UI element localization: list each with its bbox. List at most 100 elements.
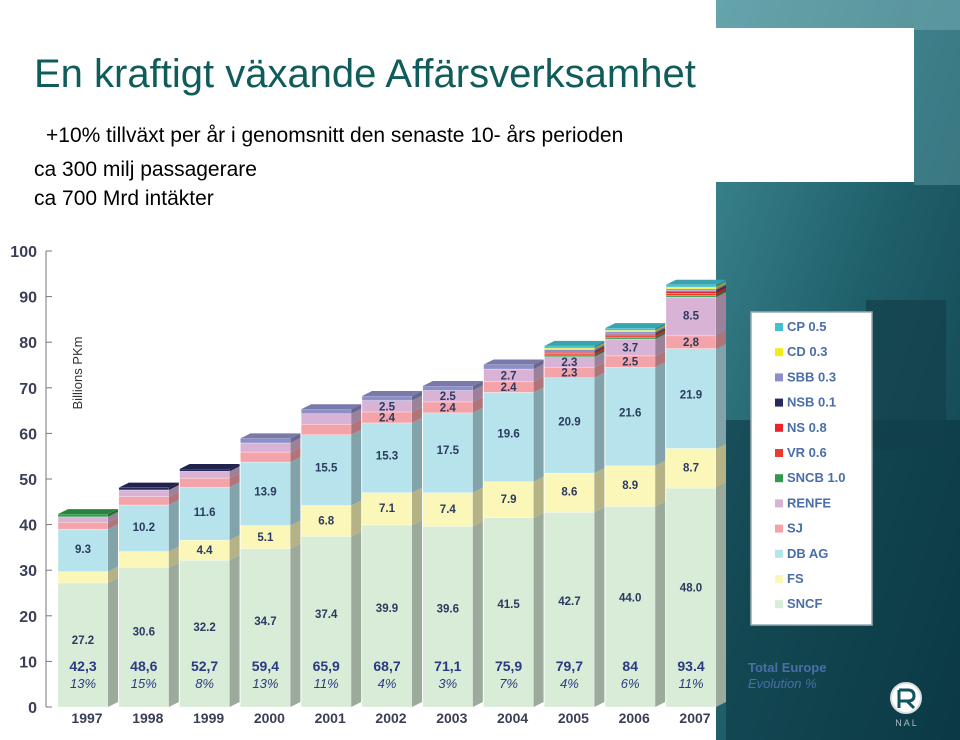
bar-value-label: 9.3 — [75, 544, 91, 556]
bar-segment — [57, 571, 109, 584]
total-value: 71,1 — [434, 658, 461, 674]
bar-segment-side — [412, 406, 422, 423]
bar-segment — [179, 486, 230, 541]
bar-segment-side — [412, 391, 422, 401]
subtitle-passengers: ca 300 milj passagerare — [34, 158, 257, 181]
bar-value-label: 27.2 — [72, 635, 94, 647]
bar-segment-side — [655, 350, 666, 368]
bar-segment-side — [168, 484, 179, 497]
bar-segment — [665, 288, 717, 291]
evolution-value: 4% — [560, 676, 579, 691]
bar-value-label: 7.4 — [440, 504, 457, 516]
bar-value-label: 41.5 — [497, 599, 520, 611]
bar-segment-side — [168, 482, 179, 490]
bar-stack-2002: 39.9 7.1 15.3 2.42.5 — [361, 391, 422, 708]
bar-value-label: 15.5 — [315, 463, 338, 475]
bar-stack-2004: 41.5 7.9 19.6 2.42.7 — [483, 359, 544, 708]
bar-segment — [118, 551, 170, 568]
bar-segment-side — [716, 282, 726, 289]
x-tick-label: 2004 — [497, 710, 528, 726]
bar-segment-side — [472, 380, 483, 391]
bar-segment-side — [229, 463, 240, 472]
bar-value-label: 5.1 — [257, 532, 274, 544]
bar-segment-side — [716, 279, 726, 288]
bar-segment-side — [716, 285, 726, 292]
bar-segment-side — [412, 395, 422, 412]
bar-segment-side — [655, 323, 666, 331]
x-tick-label: 1999 — [193, 710, 224, 726]
bar-segment — [422, 526, 474, 708]
evolution-value: 13% — [70, 676, 96, 691]
bar-segment — [665, 448, 717, 489]
bar-top-face — [301, 404, 362, 410]
y-tick-label: 80 — [19, 335, 37, 352]
bar-stack-1997: 27.2 9.3 — [57, 509, 118, 708]
bar-segment — [118, 489, 170, 498]
bar-segment — [604, 331, 656, 334]
bar-value-label: 34.7 — [254, 616, 276, 628]
bar-top-face — [605, 323, 666, 329]
bar-segment-side — [229, 535, 240, 561]
bar-segment-side — [716, 292, 726, 336]
bar-segment — [179, 468, 230, 472]
bar-segment-side — [168, 562, 179, 707]
legend-item: NS 0.8 — [787, 420, 827, 435]
y-tick-label: 50 — [19, 472, 37, 489]
legend-item: NSB 0.1 — [787, 395, 836, 410]
bar-segment-side — [533, 359, 544, 370]
logo-text: N A L — [895, 718, 917, 728]
bar-segment-side — [594, 468, 605, 513]
total-value: 79,7 — [556, 658, 583, 674]
y-tick-label: 90 — [19, 290, 37, 307]
bar-segment-side — [533, 387, 544, 482]
legend-swatch — [775, 549, 783, 558]
bar-value-label: 2.4 — [379, 412, 396, 424]
x-axis: 1997 1998 1999 2000 2001 2002 2003 2004 2005 2006… — [71, 710, 710, 726]
bar-segment-side — [716, 483, 726, 707]
bar-value-label: 10.2 — [133, 522, 155, 534]
evolution-label: Evolution % — [748, 676, 817, 691]
bar-segment — [544, 472, 595, 513]
bar-segment-side — [290, 437, 301, 453]
bar-segment-side — [351, 429, 362, 506]
legend-swatch — [775, 474, 783, 483]
bar-segment — [300, 413, 352, 425]
bar-segment-side — [716, 290, 726, 298]
legend-swatch — [775, 449, 783, 457]
y-axis: 0 10 20 30 40 50 60 70 80 90 100 — [10, 244, 52, 717]
bar-value-label: 39.9 — [376, 603, 398, 615]
bar-segment — [483, 517, 534, 708]
legend: CP 0.5 CD 0.3 SBB 0.3 NSB 0.1 NS 0.8 VR 0.6 SN… — [750, 311, 873, 626]
bar-segment-side — [655, 460, 666, 507]
bar-stacks: 27.2 9.3 30.6 10.2 32.2 4.4 11.6 34.7 5.1 13.9 37.… — [57, 279, 726, 708]
legend-item: SNCB 1.0 — [787, 470, 846, 485]
x-tick-label: 2006 — [619, 710, 650, 726]
bar-segment-side — [594, 347, 605, 354]
bar-segment-side — [168, 499, 179, 552]
bar-segment-side — [655, 330, 666, 338]
bar-segment-side — [716, 343, 726, 449]
bar-segment-side — [108, 566, 118, 583]
bar-segment-side — [594, 351, 605, 368]
bar-segment-side — [472, 385, 483, 402]
bar-segment-side — [412, 487, 422, 526]
bar-segment-side — [655, 325, 666, 332]
total-value: 42,3 — [69, 658, 96, 674]
bar-segment-side — [229, 473, 240, 488]
bar-value-label: 32.2 — [193, 622, 215, 634]
bar-value-label: 6.8 — [318, 515, 335, 527]
bar-value-label: 8.7 — [683, 462, 699, 474]
bar-stack-1999: 32.2 4.4 11.6 — [179, 463, 240, 708]
bar-value-label: 42.7 — [558, 596, 580, 608]
bar-value-label: 7.9 — [501, 494, 517, 506]
bar-value-label: 2.4 — [440, 402, 457, 414]
bar-segment-side — [533, 376, 544, 393]
bar-value-label: 30.6 — [133, 626, 155, 638]
bar-value-label: 2.3 — [561, 357, 577, 369]
bar-segment-side — [594, 507, 605, 707]
bar-segment-side — [472, 521, 483, 707]
bar-segment — [240, 442, 291, 453]
legend-swatch — [775, 398, 783, 407]
bar-segment — [665, 294, 717, 298]
evolution-value: 8% — [195, 676, 214, 691]
